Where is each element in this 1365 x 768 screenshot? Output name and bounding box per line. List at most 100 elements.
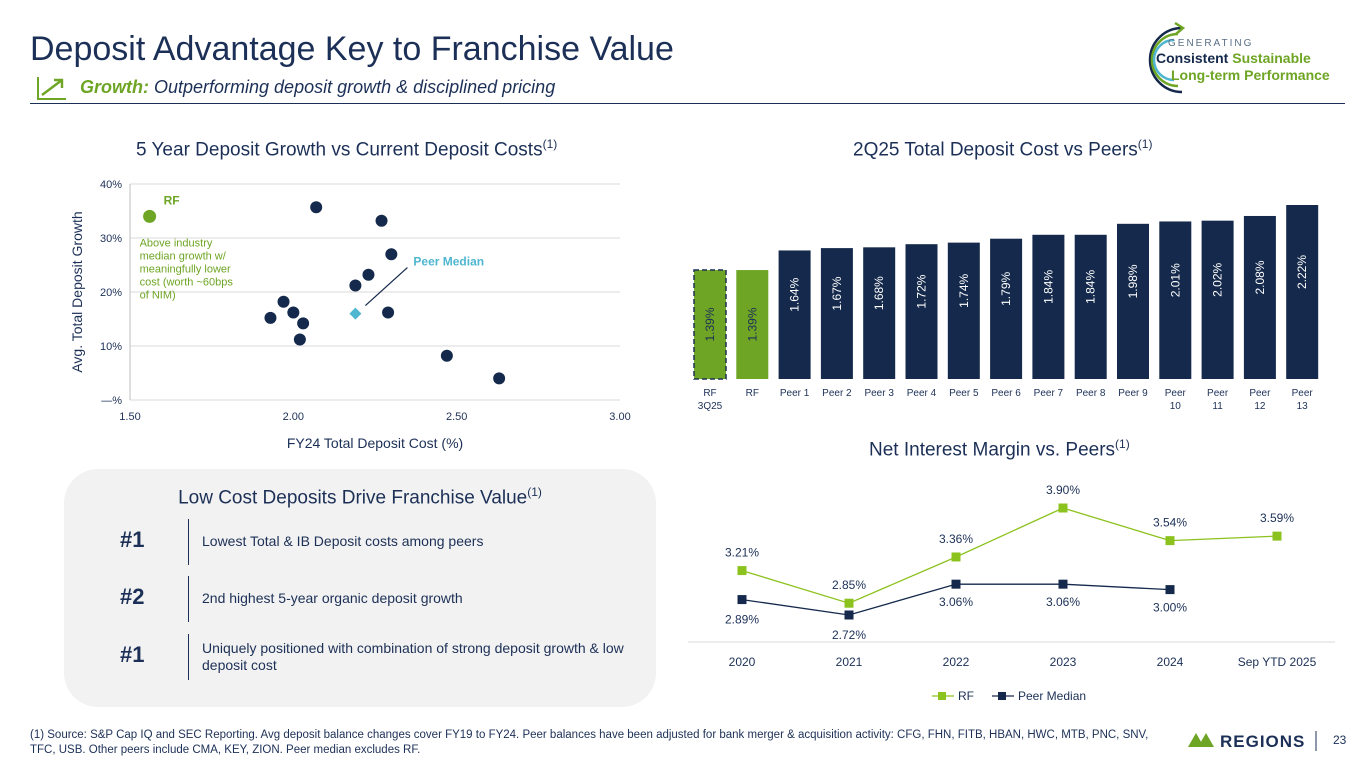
deposit-cost-bar	[1201, 220, 1234, 379]
bar-chart: 1.39% RF 3Q25 1.39% RF 1.64% Peer 1 1.67% Peer 2…	[693, 205, 1319, 412]
peer-point	[440, 349, 453, 362]
bar-title: 2Q25 Total Deposit Cost vs Peers(1)	[853, 137, 1153, 161]
deposit-cost-bar	[736, 270, 769, 379]
bar-value-label: 1.79%	[999, 272, 1013, 306]
panel-row: #2 2nd highest 5-year organic deposit gr…	[64, 576, 656, 622]
peer-median-nim-marker	[844, 610, 854, 620]
peer-median-nim-label: 2.89%	[725, 613, 759, 627]
bar-value-label: 1.84%	[1084, 270, 1098, 304]
bar-category-label: Peer	[1292, 388, 1314, 399]
rf-annotation: meaningfully lower	[140, 263, 231, 275]
bar-value-label: 1.39%	[745, 307, 759, 341]
peer-point	[362, 268, 375, 281]
rf-label: RF	[164, 193, 180, 207]
bar-category-label: Peer 9	[1118, 388, 1148, 399]
x-tick-label: 2021	[836, 655, 863, 669]
scatter-title: 5 Year Deposit Growth vs Current Deposit…	[136, 137, 558, 161]
peer-point	[385, 248, 398, 261]
rf-nim-marker	[951, 552, 961, 562]
rf-nim-line	[741, 507, 1278, 604]
peer-median-nim-marker	[1058, 579, 1068, 589]
rf-nim-label: 2.85%	[832, 578, 866, 592]
rf-nim-label: 3.21%	[725, 546, 759, 560]
footnote: (1) Source: S&P Cap IQ and SEC Reporting…	[30, 729, 1149, 756]
deposit-cost-bar	[905, 244, 938, 379]
peer-median-nim-marker	[1165, 585, 1175, 595]
y-tick-label: 40%	[100, 179, 122, 191]
bar-value-label: 1.67%	[830, 276, 844, 310]
panel-row: #1 Uniquely positioned with combination …	[64, 634, 656, 680]
peer-point	[277, 295, 290, 308]
scatter-chart: —% 10% 20% 30% 40% 1.50 2.00 2.50 3.00 FY24 Total…	[69, 179, 631, 451]
x-tick-label: 3.00	[609, 411, 630, 423]
deposit-cost-bar	[1286, 205, 1319, 379]
bar-category-label: Peer 7	[1034, 388, 1064, 399]
peer-median-nim-marker	[951, 579, 961, 589]
badge-line1: GENERATING	[1168, 38, 1254, 49]
peer-median-nim-label: 3.06%	[1046, 595, 1080, 609]
page-title: Deposit Advantage Key to Franchise Value	[30, 30, 674, 68]
rf-nim-marker	[1272, 531, 1282, 541]
peer-point	[493, 372, 506, 385]
bar-category-label: Peer 5	[949, 388, 979, 399]
peer-point	[297, 317, 310, 330]
x-tick-label: 2.00	[283, 411, 304, 423]
peer-point	[375, 214, 388, 227]
bar-category-label: Peer 3	[864, 388, 894, 399]
regions-wordmark: REGIONS	[1220, 732, 1305, 751]
deposit-cost-bar	[990, 238, 1023, 379]
bar-category-label: Peer 1	[780, 388, 810, 399]
bar-category-label: Peer 2	[822, 388, 852, 399]
bar-category-label: Peer 8	[1076, 388, 1106, 399]
line-chart: 2020 2021 2022 2023 2024 Sep YTD 2025 3.21% 2.8…	[688, 483, 1335, 703]
header-divider	[30, 103, 1345, 104]
rf-annotation: Above industry	[140, 237, 213, 249]
peer-median-nim-label: 3.06%	[939, 595, 973, 609]
deposit-cost-bar	[820, 248, 853, 379]
bar-value-label: 1.39%	[703, 307, 717, 341]
peer-point	[349, 279, 362, 292]
legend-label: Peer Median	[1018, 689, 1086, 703]
bar-category-label: RF	[746, 388, 759, 399]
bar-category-label: 12	[1254, 401, 1266, 412]
deposit-cost-bar	[1159, 221, 1192, 379]
peer-median-nim-marker	[737, 595, 747, 605]
bar-category-label: 3Q25	[698, 401, 723, 412]
x-tick-label: 2022	[943, 655, 970, 669]
legend-marker	[998, 692, 1006, 700]
rf-nim-marker	[844, 598, 854, 608]
peer-median-point	[349, 307, 362, 320]
bar-value-label: 1.98%	[1126, 264, 1140, 298]
row-divider	[188, 519, 189, 565]
x-axis-title: FY24 Total Deposit Cost (%)	[287, 435, 463, 451]
peer-point	[382, 306, 395, 319]
bar-category-label: 13	[1297, 401, 1309, 412]
y-tick-label: 30%	[100, 233, 122, 245]
peer-point	[287, 306, 300, 319]
rank-label: #1	[120, 527, 145, 552]
regions-logo: REGIONS	[1188, 731, 1317, 751]
deposit-cost-bar	[1074, 234, 1107, 379]
x-tick-label: 2020	[729, 655, 756, 669]
bar-category-label: Peer	[1207, 388, 1229, 399]
x-tick-label: Sep YTD 2025	[1238, 655, 1317, 669]
y-axis-title: Avg. Total Deposit Growth	[69, 211, 85, 372]
franchise-value-panel: Low Cost Deposits Drive Franchise Value(…	[64, 469, 656, 707]
rf-nim-label: 3.90%	[1046, 483, 1080, 497]
rf-annotation: of NIM)	[140, 289, 176, 301]
growth-arrow-icon	[37, 77, 66, 100]
x-tick-label: 1.50	[119, 411, 140, 423]
row-divider	[188, 634, 189, 680]
x-tick-label: 2024	[1157, 655, 1184, 669]
rf-nim-label: 3.54%	[1153, 516, 1187, 530]
subtitle: Growth: Outperforming deposit growth & d…	[80, 77, 555, 98]
rf-annotation: cost (worth ~60bps	[140, 276, 234, 288]
rf-nim-marker	[737, 566, 747, 576]
row-divider	[188, 576, 189, 622]
bar-value-label: 2.08%	[1253, 260, 1267, 294]
bar-category-label: Peer 4	[907, 388, 937, 399]
rf-nim-marker	[1058, 503, 1068, 513]
bar-value-label: 1.68%	[872, 276, 886, 310]
y-tick-label: 20%	[100, 287, 122, 299]
subtitle-lead: Growth:	[80, 77, 149, 97]
